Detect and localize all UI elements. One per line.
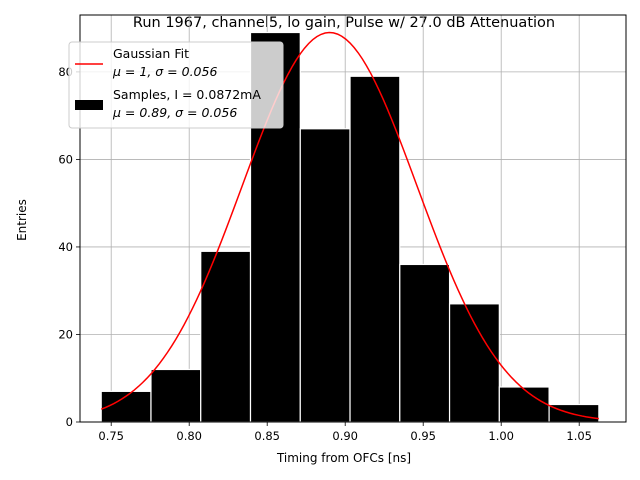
legend-fit-label: Gaussian Fit xyxy=(113,46,189,61)
plot-frame xyxy=(79,14,627,423)
x-axis-label: Timing from OFCs [ns] xyxy=(276,451,411,465)
legend-samples-label: Samples, I = 0.0872mA xyxy=(113,87,261,102)
x-tick-label: 1.00 xyxy=(488,429,514,443)
y-tick-label: 0 xyxy=(66,415,73,429)
y-tick-label: 60 xyxy=(58,152,73,166)
histogram-bar xyxy=(150,368,202,423)
legend-box xyxy=(68,41,284,129)
x-axis-ticks: 0.75 0.80 0.85 0.90 0.95 1.00 1.05 xyxy=(98,422,592,443)
histogram-bar xyxy=(548,403,600,423)
legend-fit-stats: μ = 1, σ = 0.056 xyxy=(112,64,217,79)
x-tick-label: 0.85 xyxy=(254,429,280,443)
histogram-bar xyxy=(448,303,500,423)
legend-samples-stats: μ = 0.89, σ = 0.056 xyxy=(112,105,237,120)
gaussian-fit-curve xyxy=(100,31,599,420)
y-tick-label: 40 xyxy=(58,240,73,254)
histogram-bar xyxy=(349,75,401,423)
y-axis-label: Entries xyxy=(15,199,29,241)
chart-title: Run 1967, channel5, lo gain, Pulse w/ 27… xyxy=(133,15,555,31)
x-tick-label: 0.95 xyxy=(410,429,436,443)
y-tick-label: 20 xyxy=(58,327,73,341)
histogram-bar xyxy=(299,128,351,423)
x-tick-label: 0.75 xyxy=(98,429,124,443)
x-tick-label: 0.90 xyxy=(332,429,358,443)
histogram-bar xyxy=(498,386,550,423)
histogram-bars xyxy=(100,31,600,423)
histogram-bar xyxy=(399,263,451,423)
x-tick-label: 1.05 xyxy=(566,429,592,443)
histogram-bar xyxy=(200,250,252,423)
legend-samples-swatch xyxy=(75,100,103,110)
x-tick-label: 0.80 xyxy=(176,429,202,443)
legend: Gaussian Fit μ = 1, σ = 0.056 Samples, I… xyxy=(68,41,284,129)
